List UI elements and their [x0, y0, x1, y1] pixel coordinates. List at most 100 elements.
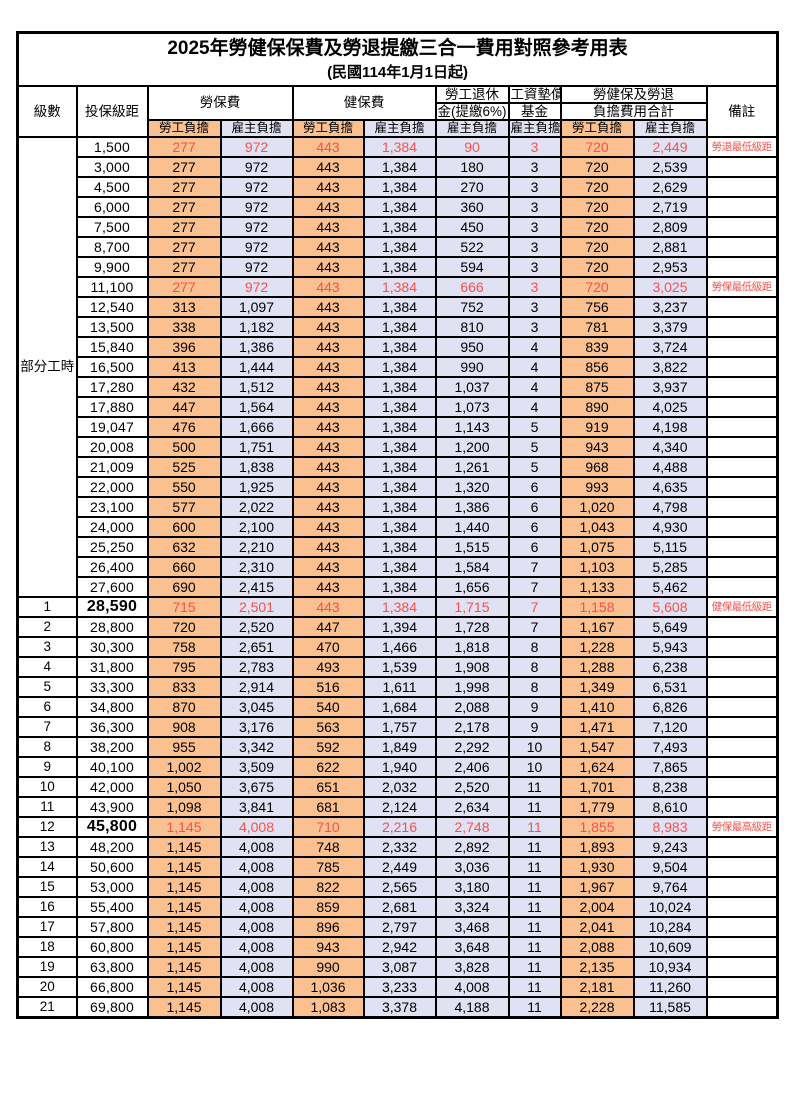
- total-employer-cell: 4,635: [632, 475, 708, 498]
- pension-employer-cell: 1,386: [434, 495, 510, 518]
- health-insurance-employee-cell: 896: [291, 915, 365, 938]
- pension-employer-cell: 1,908: [434, 655, 510, 678]
- total-employee-cell: 839: [559, 335, 635, 358]
- health-insurance-employee-cell: 443: [291, 415, 365, 438]
- health-insurance-employer-cell: 1,384: [362, 595, 437, 618]
- health-insurance-employer-cell: 2,449: [362, 855, 437, 878]
- health-insurance-employee-cell: 443: [291, 195, 365, 218]
- wage-fund-employer-cell: 7: [507, 575, 562, 598]
- health-insurance-employer-cell: 1,757: [362, 715, 437, 738]
- table-row: 1 28,590 715 2,501 443 1,384 1,715 7 1,158 5,608 健…: [16, 595, 779, 618]
- wage-fund-employer-cell: 4: [507, 355, 562, 378]
- bracket-cell: 25,250: [75, 535, 149, 558]
- column-header-total-line1: 勞健保及勞退: [559, 84, 708, 104]
- labor-insurance-employer-cell: 972: [219, 155, 294, 178]
- remark-cell: [705, 875, 779, 898]
- health-insurance-employee-cell: 990: [291, 955, 365, 978]
- labor-insurance-employer-cell: 3,176: [219, 715, 294, 738]
- labor-insurance-employer-cell: 3,342: [219, 735, 294, 758]
- table-row: 3 30,300 758 2,651 470 1,466 1,818 8 1,228 5,943: [16, 635, 779, 658]
- total-employer-cell: 3,379: [632, 315, 708, 338]
- health-insurance-employee-cell: 859: [291, 895, 365, 918]
- bracket-cell: 24,000: [75, 515, 149, 538]
- table-row: 部分工時 1,500 277 972 443 1,384 90 3 720 2,449 勞退最低級距: [16, 135, 779, 598]
- health-insurance-employee-cell: 540: [291, 695, 365, 718]
- total-employee-cell: 968: [559, 455, 635, 478]
- total-employee-cell: 875: [559, 375, 635, 398]
- health-insurance-employer-cell: 1,684: [362, 695, 437, 718]
- total-employer-cell: 9,504: [632, 855, 708, 878]
- labor-insurance-employee-cell: 476: [146, 415, 222, 438]
- total-employee-cell: 943: [559, 435, 635, 458]
- health-insurance-employer-cell: 3,233: [362, 975, 437, 998]
- pension-employer-cell: 2,748: [434, 815, 510, 838]
- pension-employer-cell: 90: [434, 135, 510, 158]
- table-row: 12 45,800 1,145 4,008 710 2,216 2,748 11 1,855 8,…: [16, 815, 779, 838]
- total-employee-cell: 1,288: [559, 655, 635, 678]
- labor-insurance-employer-cell: 1,666: [219, 415, 294, 438]
- health-insurance-employee-cell: 822: [291, 875, 365, 898]
- labor-insurance-employee-cell: 690: [146, 575, 222, 598]
- total-employee-cell: 1,701: [559, 775, 635, 798]
- table-row: 20,008 500 1,751 443 1,384 1,200 5 943 4,340: [18, 435, 779, 458]
- total-employee-cell: 1,855: [559, 815, 635, 838]
- table-row: 15 53,000 1,145 4,008 822 2,565 3,180 11 1,967 9,…: [16, 875, 779, 898]
- level-cell: 12: [16, 815, 78, 838]
- table-row: 6 34,800 870 3,045 540 1,684 2,088 9 1,410 6,826: [16, 695, 779, 718]
- labor-insurance-employee-cell: 277: [146, 275, 222, 298]
- total-employee-cell: 890: [559, 395, 635, 418]
- health-insurance-employee-cell: 443: [291, 355, 365, 378]
- labor-insurance-employer-cell: 1,386: [219, 335, 294, 358]
- bracket-cell: 36,300: [75, 715, 149, 738]
- total-employee-cell: 1,967: [559, 875, 635, 898]
- pension-employer-cell: 3,180: [434, 875, 510, 898]
- total-employer-cell: 2,953: [632, 255, 708, 278]
- health-insurance-employee-cell: 1,036: [291, 975, 365, 998]
- total-employer-cell: 5,462: [632, 575, 708, 598]
- health-insurance-employer-cell: 1,384: [362, 135, 437, 158]
- health-insurance-employer-cell: 2,942: [362, 935, 437, 958]
- table-row: 8,700 277 972 443 1,384 522 3 720 2,881: [18, 235, 779, 258]
- bracket-cell: 20,008: [75, 435, 149, 458]
- wage-fund-employer-cell: 6: [507, 515, 562, 538]
- pension-employer-cell: 1,261: [434, 455, 510, 478]
- fee-comparison-table: 2025年勞健保保費及勞退提繳三合一費用對照參考用表 (民國114年1月1日起)…: [16, 31, 780, 1019]
- total-employer-cell: 5,115: [632, 535, 708, 558]
- total-employee-cell: 993: [559, 475, 635, 498]
- bracket-cell: 48,200: [75, 835, 149, 858]
- health-insurance-employee-cell: 1,083: [291, 995, 365, 1018]
- level-cell: 3: [16, 635, 78, 658]
- wage-fund-employer-cell: 3: [507, 155, 562, 178]
- total-employee-cell: 1,410: [559, 695, 635, 718]
- wage-fund-employer-cell: 10: [507, 735, 562, 758]
- remark-cell: [705, 175, 779, 198]
- bracket-cell: 34,800: [75, 695, 149, 718]
- labor-insurance-employee-cell: 447: [146, 395, 222, 418]
- total-employee-cell: 919: [559, 415, 635, 438]
- bracket-cell: 55,400: [75, 895, 149, 918]
- wage-fund-employer-cell: 7: [507, 615, 562, 638]
- level-cell: 18: [16, 935, 78, 958]
- bracket-cell: 60,800: [75, 935, 149, 958]
- bracket-cell: 3,000: [75, 155, 149, 178]
- labor-insurance-employer-cell: 1,564: [219, 395, 294, 418]
- health-insurance-employee-cell: 443: [291, 135, 365, 158]
- total-employer-cell: 8,238: [632, 775, 708, 798]
- labor-insurance-employer-cell: 2,651: [219, 635, 294, 658]
- total-employer-cell: 9,243: [632, 835, 708, 858]
- bracket-cell: 63,800: [75, 955, 149, 978]
- health-insurance-employer-cell: 1,384: [362, 395, 437, 418]
- wage-fund-employer-cell: 3: [507, 235, 562, 258]
- labor-insurance-employee-cell: 277: [146, 195, 222, 218]
- health-insurance-employer-cell: 1,940: [362, 755, 437, 778]
- health-insurance-employee-cell: 443: [291, 535, 365, 558]
- labor-insurance-employee-cell: 413: [146, 355, 222, 378]
- pension-employer-cell: 2,088: [434, 695, 510, 718]
- pension-employer-cell: 3,828: [434, 955, 510, 978]
- total-employee-cell: 2,004: [559, 895, 635, 918]
- labor-insurance-employee-cell: 277: [146, 135, 222, 158]
- remark-cell: [705, 335, 779, 358]
- health-insurance-employer-cell: 1,384: [362, 415, 437, 438]
- health-insurance-employer-cell: 1,466: [362, 635, 437, 658]
- bracket-cell: 13,500: [75, 315, 149, 338]
